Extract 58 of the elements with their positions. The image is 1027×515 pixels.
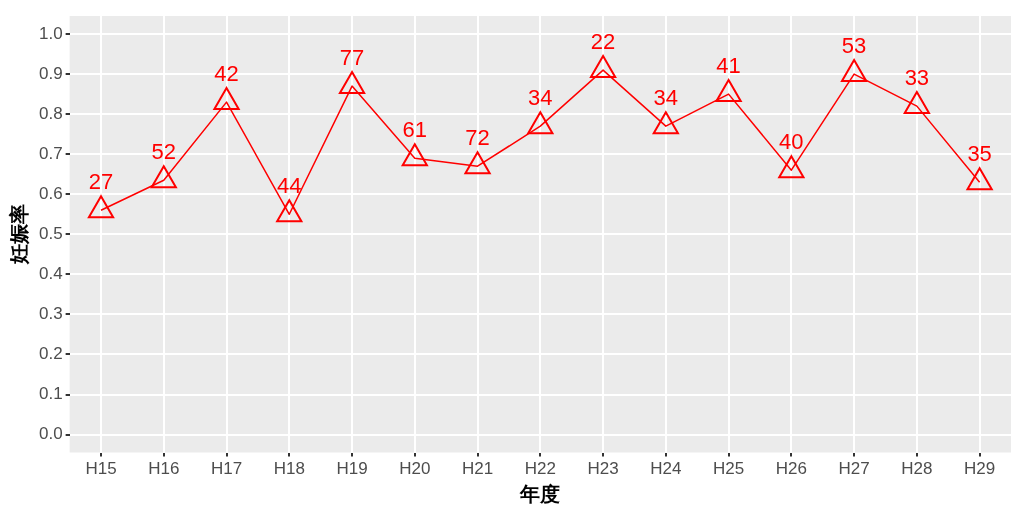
annotation: 61 <box>402 117 428 143</box>
annotation: 52 <box>151 139 177 165</box>
point <box>401 143 428 167</box>
annotation: 33 <box>904 65 930 91</box>
x-tick-label: H29 <box>964 459 996 479</box>
point <box>213 87 240 111</box>
y-tick-label: 0.6 <box>38 183 63 203</box>
point <box>589 55 617 79</box>
point <box>778 155 805 179</box>
y-tick-label: 1.0 <box>38 23 63 43</box>
y-tick-label: 0.4 <box>38 264 63 284</box>
y-tick-label: 0.2 <box>38 344 63 364</box>
x-axis-title: 年度 <box>519 482 561 505</box>
annotation: 27 <box>88 169 114 195</box>
point <box>276 199 303 223</box>
annotation: 34 <box>528 85 553 111</box>
annotation: 53 <box>841 33 867 59</box>
point <box>652 111 679 135</box>
x-tick-label: H22 <box>524 459 556 479</box>
x-tick-label: H27 <box>838 459 870 479</box>
x-tick-label: H23 <box>587 459 619 479</box>
x-tick-label: H15 <box>85 459 117 479</box>
annotation: 34 <box>653 85 679 111</box>
x-tick-label: H24 <box>650 459 682 479</box>
annotation: 42 <box>214 61 239 87</box>
y-tick-label: 0.7 <box>38 143 63 163</box>
annotation: 72 <box>465 125 490 151</box>
point <box>150 165 177 189</box>
y-tick-label: 0.0 <box>38 424 63 444</box>
annotation: 41 <box>716 53 741 79</box>
annotation: 22 <box>590 29 616 55</box>
point <box>87 195 115 219</box>
y-tick-label: 0.1 <box>38 384 63 404</box>
y-tick-label: 0.3 <box>38 304 63 324</box>
x-tick-label: H16 <box>148 459 180 479</box>
x-tick-label: H18 <box>273 459 305 479</box>
point <box>715 79 742 103</box>
annotation: 77 <box>339 45 365 71</box>
x-tick-label: H19 <box>336 459 368 479</box>
y-tick-label: 0.5 <box>38 223 63 243</box>
x-tick-label: H17 <box>210 459 243 479</box>
x-tick-label: H26 <box>775 459 807 479</box>
annotation: 40 <box>779 129 804 155</box>
y-tick-label: 0.8 <box>38 103 63 123</box>
point <box>966 167 993 191</box>
annotation: 35 <box>967 141 992 167</box>
y-axis-title: 妊娠率 <box>7 204 30 266</box>
annotation: 44 <box>277 173 302 199</box>
point <box>840 59 868 83</box>
point <box>527 111 554 135</box>
y-tick-label: 0.9 <box>38 63 63 83</box>
x-tick-label: H20 <box>399 459 431 479</box>
x-tick-label: H25 <box>713 459 745 479</box>
point <box>338 71 366 95</box>
point <box>464 151 491 175</box>
x-tick-label: H28 <box>901 459 933 479</box>
x-tick-label: H21 <box>461 459 494 479</box>
point <box>903 91 930 115</box>
